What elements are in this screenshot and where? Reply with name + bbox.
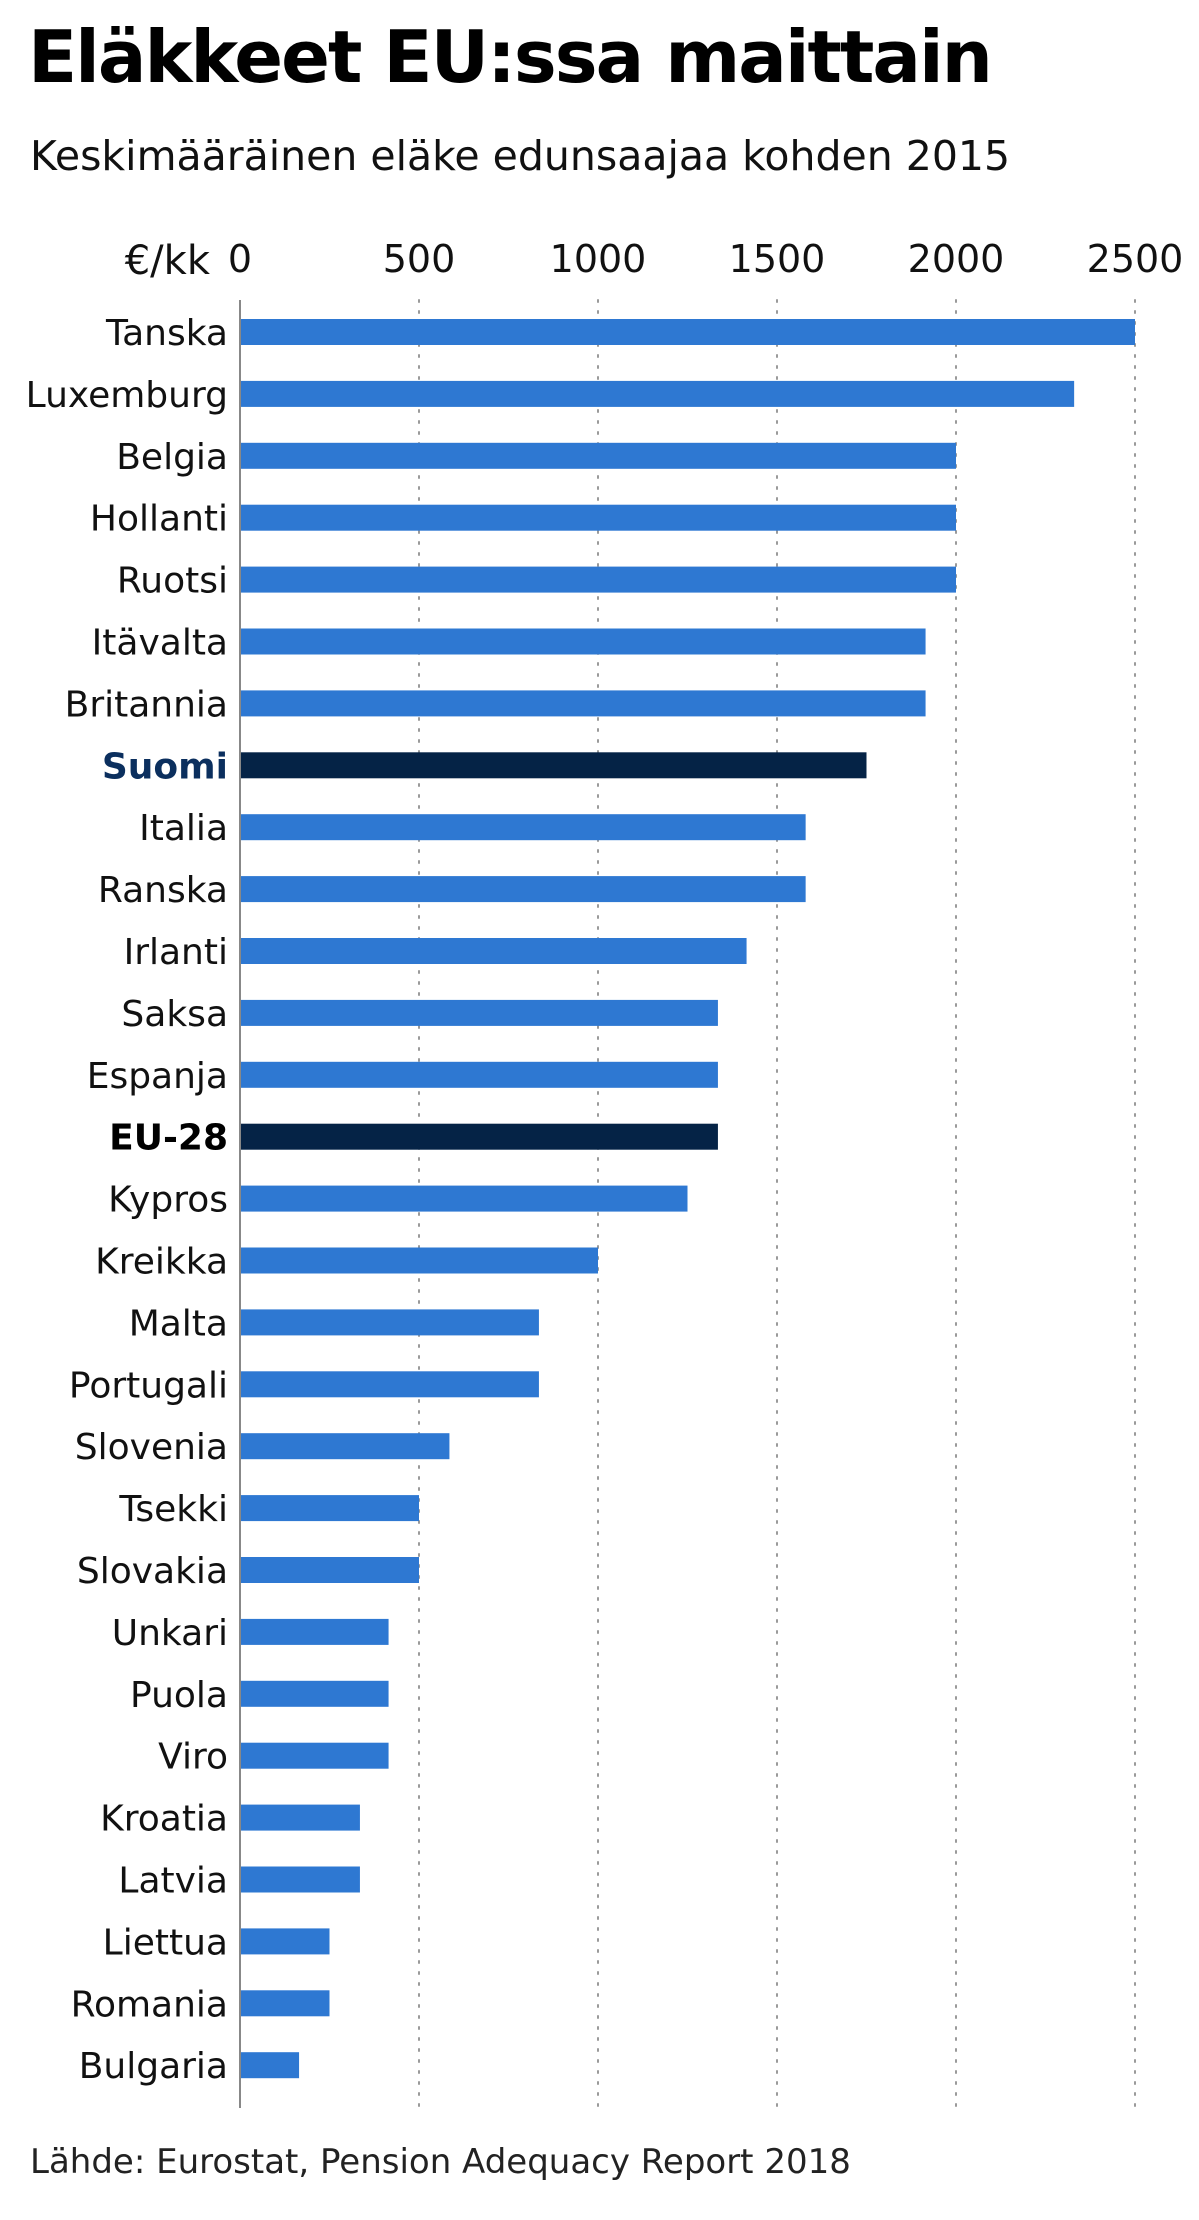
bar-viro — [240, 1742, 389, 1769]
category-label: Tanska — [105, 313, 228, 354]
bar-ruotsi — [240, 566, 956, 593]
bar-puola — [240, 1680, 389, 1707]
source-note: Lähde: Eurostat, Pension Adequacy Report… — [30, 2142, 851, 2182]
category-label: Portugali — [69, 1365, 228, 1406]
category-label: Slovenia — [75, 1427, 228, 1468]
bar-bulgaria — [240, 2052, 300, 2079]
bar-itävalta — [240, 628, 926, 655]
bar-latvia — [240, 1866, 360, 1893]
bar-belgia — [240, 442, 956, 469]
unit-label: €/kk — [125, 238, 211, 284]
category-label: Slovakia — [77, 1551, 228, 1592]
x-axis-ticks: 0 500 1000 1500 2000 2500 — [228, 237, 1183, 281]
bar-liettua — [240, 1928, 330, 1955]
category-label: EU-28 — [109, 1118, 228, 1159]
bar-espanja — [240, 1061, 718, 1088]
bar-britannia — [240, 690, 926, 717]
bar-tanska — [240, 319, 1135, 345]
category-label: Romania — [71, 1984, 228, 2025]
bar-eu-28 — [240, 1123, 718, 1150]
bar-irlanti — [240, 938, 747, 964]
category-label: Unkari — [112, 1613, 228, 1654]
bar-tsekki — [240, 1495, 419, 1522]
chart-subtitle: Keskimääräinen eläke edunsaajaa kohden 2… — [30, 132, 1011, 180]
category-label: Italia — [139, 808, 228, 849]
bar-portugali — [240, 1371, 539, 1398]
category-label: Suomi — [102, 746, 228, 787]
bars — [240, 319, 1135, 2079]
bar-italia — [240, 814, 806, 841]
bar-romania — [240, 1990, 330, 2017]
x-tick-label: 500 — [383, 237, 456, 281]
x-tick-label: 1500 — [729, 237, 826, 281]
x-tick-label: 0 — [228, 237, 252, 281]
category-label: Espanja — [87, 1056, 228, 1097]
category-label: Ranska — [98, 870, 228, 911]
chart-title: Eläkkeet EU:ssa maittain — [28, 15, 993, 99]
bar-suomi — [240, 752, 867, 779]
category-label: Bulgaria — [79, 2046, 228, 2087]
category-label: Belgia — [116, 437, 228, 478]
bar-slovakia — [240, 1557, 419, 1583]
category-label: Britannia — [65, 684, 228, 725]
x-tick-label: 1000 — [550, 237, 647, 281]
bar-unkari — [240, 1618, 389, 1645]
category-label: Puola — [130, 1675, 228, 1716]
bar-saksa — [240, 999, 718, 1026]
category-label: Luxemburg — [26, 375, 228, 416]
category-label: Itävalta — [92, 623, 228, 664]
bar-malta — [240, 1309, 539, 1336]
category-label: Liettua — [103, 1922, 228, 1963]
bar-kreikka — [240, 1247, 598, 1274]
category-labels: Tanska Luxemburg Belgia Hollanti Ruotsi Itäva… — [26, 313, 228, 2087]
x-tick-label: 2500 — [1087, 237, 1184, 281]
category-label: Hollanti — [90, 499, 228, 540]
category-label: Ruotsi — [117, 561, 228, 602]
category-label: Irlanti — [124, 932, 228, 973]
x-tick-label: 2000 — [908, 237, 1005, 281]
bar-kypros — [240, 1185, 688, 1212]
category-label: Latvia — [118, 1861, 228, 1902]
category-label: Malta — [129, 1303, 228, 1344]
bar-kroatia — [240, 1804, 360, 1831]
bar-hollanti — [240, 504, 956, 531]
category-label: Kreikka — [95, 1242, 228, 1283]
category-label: Tsekki — [118, 1489, 228, 1530]
bar-luxemburg — [240, 380, 1075, 407]
bar-slovenia — [240, 1433, 450, 1460]
category-label: Saksa — [121, 994, 228, 1035]
category-label: Kroatia — [100, 1799, 228, 1840]
category-label: Kypros — [108, 1180, 228, 1221]
bar-ranska — [240, 876, 806, 903]
category-label: Viro — [158, 1737, 228, 1778]
